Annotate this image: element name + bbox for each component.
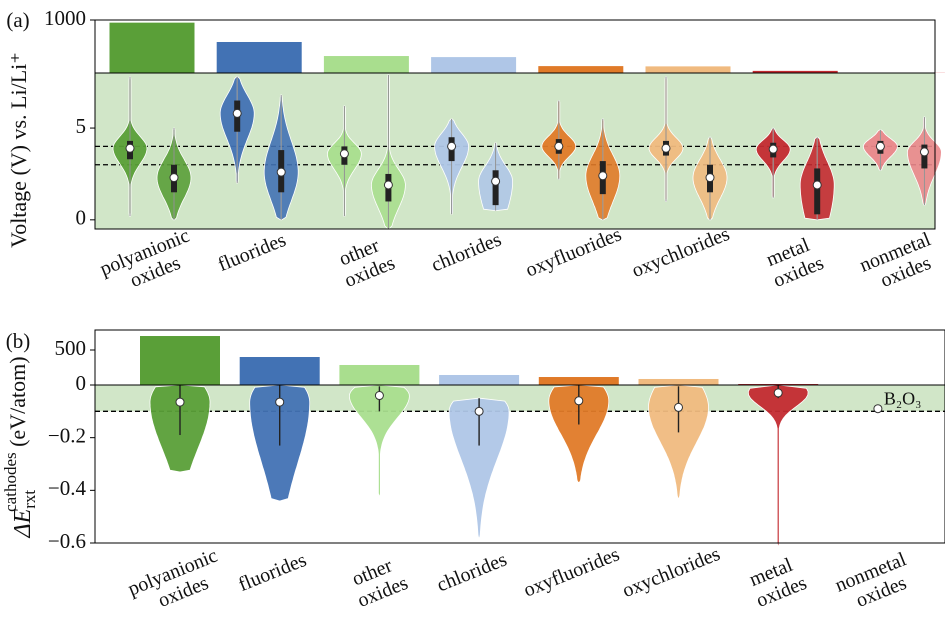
category-label-group: polyanionic oxides xyxy=(125,545,229,618)
y-axis-label-sub: rxt xyxy=(20,490,39,509)
count-bar xyxy=(239,357,320,385)
y-axis-label: Voltage (V) vs. Li/Li⁺ xyxy=(6,52,31,248)
violin xyxy=(548,384,610,483)
median-dot xyxy=(474,406,484,416)
count-bar xyxy=(140,336,220,385)
x-tick-label: other oxides xyxy=(342,551,412,613)
median-dot xyxy=(773,388,783,398)
y-tick-label: −0.2 xyxy=(48,423,86,447)
count-bar xyxy=(216,41,302,73)
x-tick-label: chlorides xyxy=(428,228,504,276)
category-label-group: oxyfluorides xyxy=(521,543,623,601)
category-label-group: other oxides xyxy=(329,231,399,293)
x-tick-label: chlorides xyxy=(434,548,510,596)
category-label-group: chlorides xyxy=(428,228,504,276)
annotation-dot xyxy=(873,404,883,414)
median-dot xyxy=(169,173,179,183)
category-label-group: nonmetal oxides xyxy=(832,548,918,617)
median-dot xyxy=(768,144,778,154)
median-dot xyxy=(598,171,608,181)
violin xyxy=(747,384,809,546)
violin xyxy=(448,397,510,539)
median-dot xyxy=(276,167,286,177)
category-label-group: nonmetal oxides xyxy=(857,228,943,297)
category-label-group: oxychlorides xyxy=(629,223,733,282)
shade-band xyxy=(95,385,945,412)
count-bar xyxy=(638,378,719,385)
median-dot xyxy=(275,397,285,407)
median-dot xyxy=(232,108,242,118)
y-tick-label: 0 xyxy=(76,206,87,230)
category-label-group: fluorides xyxy=(215,229,289,276)
y-axis-label-symbol: ΔE xyxy=(10,508,36,538)
x-tick-label: fluorides xyxy=(215,229,289,276)
median-dot xyxy=(447,141,457,151)
x-tick-label: nonmetal oxides xyxy=(832,548,918,617)
count-bar xyxy=(339,364,420,385)
axes-frame xyxy=(94,72,936,230)
y-axis-label: ΔErxtcathodes (eV/atom) xyxy=(1,356,39,538)
x-tick-label: oxychlorides xyxy=(619,543,723,602)
y-tick-label: 1000 xyxy=(44,6,86,30)
x-tick-label: oxyfluorides xyxy=(523,223,625,281)
x-tick-label: other oxides xyxy=(329,231,399,293)
x-tick-label: oxychlorides xyxy=(629,223,733,282)
median-dot xyxy=(812,180,822,190)
x-tick-label: fluorides xyxy=(235,549,309,596)
y-tick-label: 0 xyxy=(76,371,87,395)
category-label-group: oxyfluorides xyxy=(523,223,625,281)
count-bar xyxy=(752,70,838,73)
x-tick-label: polyanionic oxides xyxy=(125,545,229,618)
median-dot xyxy=(661,143,671,153)
count-bar xyxy=(645,66,731,73)
x-tick-label: polyanionic oxides xyxy=(97,225,201,301)
count-bar xyxy=(109,22,195,73)
median-dot xyxy=(554,141,564,151)
category-label-group: metal oxides xyxy=(757,231,827,294)
iqr-box xyxy=(492,170,499,206)
count-bar xyxy=(439,374,520,385)
median-dot xyxy=(383,180,393,190)
median-dot xyxy=(919,147,929,157)
annotation-text: B₂O₃ xyxy=(884,389,922,409)
axes-frame xyxy=(94,384,945,544)
x-tick-label: oxyfluorides xyxy=(521,543,623,601)
y-tick-label: −0.4 xyxy=(48,476,87,500)
median-dot xyxy=(374,391,384,401)
iqr-box xyxy=(814,168,821,215)
median-dot xyxy=(339,149,349,159)
y-axis-label-sup: cathodes xyxy=(1,452,20,511)
iqr-box xyxy=(921,144,928,169)
category-label-group: polyanionic oxides xyxy=(97,225,201,301)
median-dot xyxy=(125,143,135,153)
y-tick-label: 5 xyxy=(76,114,87,138)
panel-label: (a) xyxy=(6,8,29,32)
median-dot xyxy=(574,396,584,406)
count-bar xyxy=(538,66,624,73)
violin xyxy=(348,384,410,496)
y-axis-label-unit: (eV/atom) xyxy=(5,356,30,452)
x-tick-label: nonmetal oxides xyxy=(857,228,943,297)
category-label-group: metal oxides xyxy=(740,551,810,614)
category-label-group: fluorides xyxy=(235,549,309,596)
y-tick-label: 500 xyxy=(55,336,87,360)
panel-label: (b) xyxy=(6,329,31,353)
count-frame xyxy=(94,329,945,386)
y-tick-label: −0.6 xyxy=(48,529,86,553)
count-bar xyxy=(431,57,517,73)
x-tick-label: metal oxides xyxy=(740,551,810,613)
category-label-group: oxychlorides xyxy=(619,543,723,602)
x-tick-label: metal oxides xyxy=(757,231,827,293)
median-dot xyxy=(674,402,683,412)
median-dot xyxy=(175,397,185,407)
category-label-group: other oxides xyxy=(342,551,412,613)
median-dot xyxy=(875,141,885,151)
median-dot xyxy=(705,173,715,183)
violin xyxy=(648,384,709,499)
category-label-group: chlorides xyxy=(434,548,510,596)
count-bar xyxy=(538,377,619,385)
median-dot xyxy=(491,176,501,186)
count-bar xyxy=(323,56,409,73)
